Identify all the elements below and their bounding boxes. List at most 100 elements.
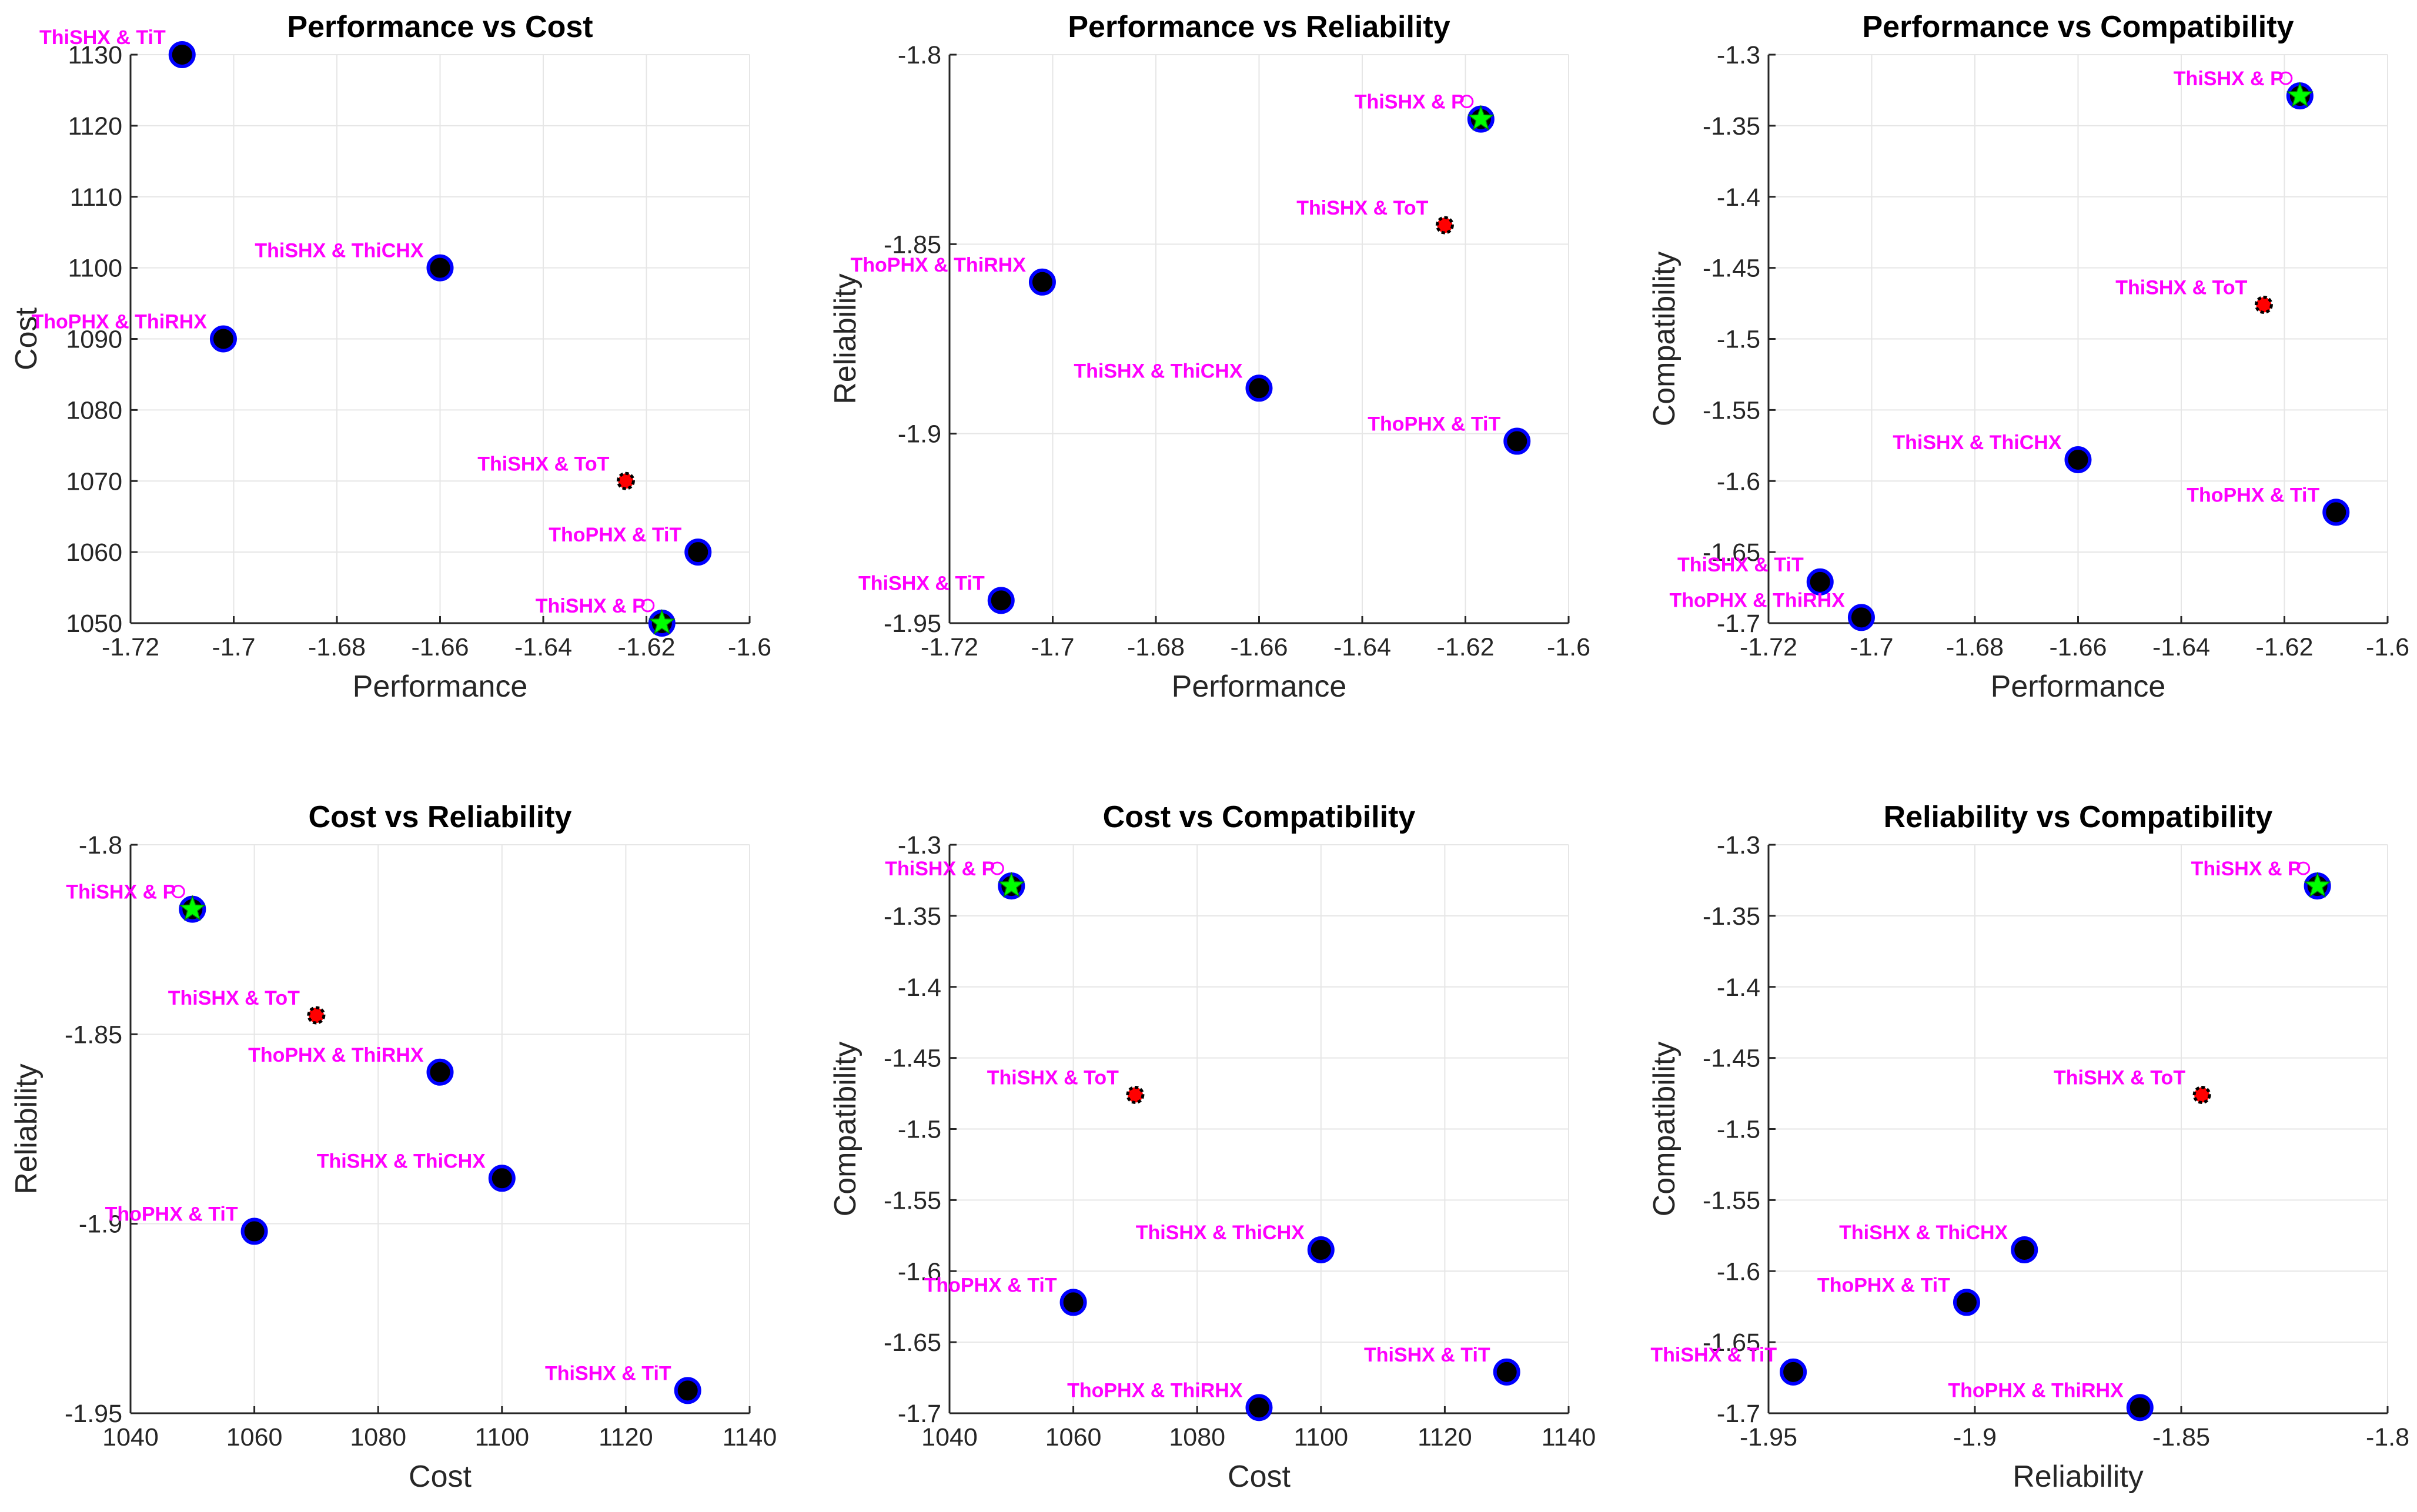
x-tick-label: 1040 bbox=[102, 1423, 159, 1451]
y-tick-label: -1.65 bbox=[1703, 1329, 1760, 1357]
y-tick-label: -1.9 bbox=[898, 420, 941, 449]
point-label: ThiSHX & ThiCHX bbox=[1074, 360, 1242, 382]
data-point: ThoPHX & TiT bbox=[924, 1274, 1087, 1316]
point-marker-red bbox=[1126, 1085, 1145, 1104]
point-marker-circle bbox=[1493, 1358, 1520, 1386]
data-point: ThoPHX & ThiRHX bbox=[32, 311, 237, 353]
data-point: ThiSHX & ToT bbox=[1296, 197, 1454, 235]
y-axis-label: Compatibility bbox=[1647, 252, 1681, 427]
point-label: ThiSHX & ThiCHX bbox=[255, 240, 423, 262]
x-axis-label: Reliability bbox=[2013, 1460, 2144, 1494]
chart-title: Performance vs Cost bbox=[287, 10, 593, 44]
x-tick-label: 1080 bbox=[350, 1423, 406, 1451]
y-tick-label: -1.55 bbox=[884, 1186, 941, 1215]
point-label: ThoPHX & ThiRHX bbox=[32, 311, 208, 333]
x-tick-label: 1120 bbox=[1418, 1423, 1472, 1451]
y-axis-label: Reliability bbox=[9, 1063, 44, 1195]
point-marker-circle bbox=[1953, 1289, 1980, 1316]
x-tick-label: -1.66 bbox=[411, 633, 469, 661]
point-label: ThoPHX & ThiRHX bbox=[1067, 1379, 1243, 1401]
data-point: ThiSHX & P bbox=[536, 595, 676, 637]
x-tick-label: -1.64 bbox=[514, 633, 572, 661]
chart-panel-3: -1.72 -1.7 -1.68 -1.66 -1.64 -1.62 -1.6-1.7-1.… bbox=[1647, 10, 2409, 704]
point-label: ThiSHX & TiT bbox=[39, 26, 166, 49]
y-tick-label: 1080 bbox=[66, 396, 122, 424]
point-label: ThiSHX & TiT bbox=[1677, 554, 1804, 576]
point-label: ThoPHX & ThiRHX bbox=[248, 1044, 424, 1066]
point-marker-circle bbox=[2322, 499, 2350, 526]
point-label: ThoPHX & TiT bbox=[2187, 484, 2319, 506]
point-marker-circle bbox=[426, 1058, 454, 1086]
point-marker-circle bbox=[168, 41, 196, 68]
x-tick-label: -1.66 bbox=[1230, 633, 1288, 661]
y-tick-label: -1.3 bbox=[1717, 831, 1760, 859]
x-tick-label: 1100 bbox=[475, 1423, 529, 1451]
x-tick-label: 1100 bbox=[1294, 1423, 1348, 1451]
data-point: ThoPHX & TiT bbox=[2187, 484, 2350, 526]
data-point: ThiSHX & P bbox=[2174, 68, 2314, 110]
point-label: ThiSHX & ThiCHX bbox=[1839, 1222, 2008, 1244]
y-tick-label: 1060 bbox=[66, 538, 122, 567]
x-tick-label: -1.9 bbox=[1953, 1423, 1997, 1451]
y-tick-label: -1.9 bbox=[79, 1210, 122, 1239]
y-tick-label: -1.45 bbox=[1703, 1045, 1760, 1073]
y-tick-label: -1.7 bbox=[898, 1400, 941, 1428]
point-label: ThoPHX & ThiRHX bbox=[1670, 589, 1846, 611]
x-tick-label: -1.72 bbox=[921, 633, 978, 661]
data-point: ThoPHX & ThiRHX bbox=[1670, 589, 1875, 631]
point-label: ThiSHX & TiT bbox=[1364, 1344, 1490, 1366]
data-point: ThiSHX & ThiCHX bbox=[255, 240, 454, 282]
point-marker-circle bbox=[488, 1165, 516, 1192]
x-tick-label: 1060 bbox=[1045, 1423, 1102, 1451]
point-label: ThiSHX & TiT bbox=[545, 1362, 671, 1384]
selected-ring-marker bbox=[2279, 71, 2293, 85]
point-marker-circle bbox=[1245, 1394, 1273, 1421]
y-tick-label: -1.8 bbox=[898, 41, 941, 69]
y-tick-label: -1.7 bbox=[1717, 610, 1760, 638]
y-tick-label: -1.35 bbox=[1703, 112, 1760, 141]
data-point: ThiSHX & TiT bbox=[1677, 554, 1834, 596]
y-tick-label: -1.35 bbox=[884, 902, 941, 931]
y-tick-label: -1.6 bbox=[1717, 467, 1760, 496]
data-point: ThiSHX & P bbox=[1355, 91, 1495, 133]
x-tick-label: -1.7 bbox=[212, 633, 255, 661]
y-tick-label: -1.8 bbox=[79, 831, 122, 859]
point-label: ThiSHX & ToT bbox=[168, 987, 300, 1009]
point-marker-circle bbox=[426, 254, 454, 282]
selected-star-marker bbox=[179, 895, 206, 921]
point-label: ThiSHX & P bbox=[1355, 91, 1465, 113]
point-marker-circle bbox=[1780, 1358, 1807, 1386]
data-point: ThoPHX & TiT bbox=[105, 1203, 268, 1245]
data-point: ThiSHX & P bbox=[2191, 858, 2331, 900]
y-tick-label: -1.95 bbox=[884, 610, 941, 638]
y-tick-label: -1.4 bbox=[1717, 974, 1760, 1002]
y-axis-label: Reliability bbox=[828, 273, 863, 404]
point-label: ThiSHX & ThiCHX bbox=[1893, 431, 2061, 454]
point-label: ThoPHX & TiT bbox=[1817, 1274, 1950, 1296]
data-point: ThoPHX & TiT bbox=[1368, 413, 1531, 455]
point-marker-circle bbox=[209, 325, 237, 353]
selected-star-marker bbox=[2304, 871, 2331, 898]
y-tick-label: -1.5 bbox=[1717, 1116, 1760, 1144]
x-tick-label: -1.68 bbox=[1946, 633, 2004, 661]
point-label: ThiSHX & ToT bbox=[987, 1066, 1119, 1089]
x-tick-label: -1.95 bbox=[1740, 1423, 1797, 1451]
y-tick-label: -1.95 bbox=[65, 1400, 122, 1428]
point-label: ThiSHX & P bbox=[536, 595, 646, 617]
data-point: ThoPHX & TiT bbox=[1817, 1274, 1980, 1316]
x-tick-label: -1.68 bbox=[1127, 633, 1185, 661]
y-tick-label: -1.55 bbox=[1703, 1186, 1760, 1215]
selected-star-marker bbox=[998, 871, 1025, 898]
plot-area bbox=[131, 845, 750, 1413]
data-point: ThiSHX & TiT bbox=[39, 26, 196, 68]
y-tick-label: -1.85 bbox=[884, 230, 941, 259]
point-label: ThiSHX & ToT bbox=[2115, 276, 2247, 299]
data-point: ThiSHX & ToT bbox=[477, 453, 635, 490]
y-tick-label: 1090 bbox=[66, 326, 122, 354]
point-marker-circle bbox=[1028, 268, 1056, 296]
point-marker-circle bbox=[1059, 1289, 1087, 1316]
chart-title: Cost vs Reliability bbox=[309, 800, 572, 834]
point-label: ThiSHX & ToT bbox=[1296, 197, 1428, 219]
y-axis-label: Compatibility bbox=[1647, 1042, 1681, 1217]
y-tick-label: -1.45 bbox=[884, 1045, 941, 1073]
